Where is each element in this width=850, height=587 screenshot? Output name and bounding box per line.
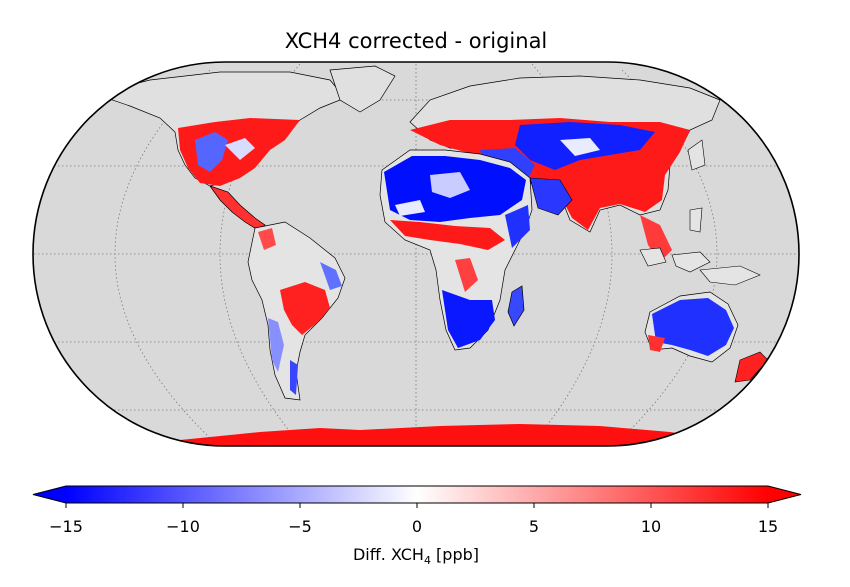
australia — [644, 291, 769, 383]
north-america — [93, 71, 346, 231]
colorbar-label: Diff. XCH4 [ppb] — [353, 545, 479, 567]
eurasia — [409, 75, 721, 262]
colorbar-extend-low — [33, 486, 66, 503]
colorbar-tick-label: −10 — [166, 517, 200, 536]
africa — [379, 149, 533, 351]
greenland — [329, 65, 396, 113]
colorbar-tick-label: 15 — [758, 517, 778, 536]
colorbar-tick-label: −5 — [288, 517, 312, 536]
globe-outline — [32, 61, 800, 447]
colorbar-tick-label: 0 — [412, 517, 422, 536]
south-america — [247, 221, 346, 401]
southeast-asia — [639, 139, 761, 286]
colorbar-gradient — [66, 486, 768, 503]
colorbar-ticks: −15 −10 −5 0 5 10 15 — [49, 503, 778, 536]
colorbar: −15 −10 −5 0 5 10 15 Diff. XCH4 [ppb] — [32, 485, 802, 567]
antarctica — [150, 424, 760, 446]
madagascar — [507, 285, 525, 327]
colorbar-label-main: Diff. XCH — [353, 545, 424, 564]
colorbar-label-unit: [ppb] — [431, 545, 479, 564]
colorbar-tick-label: −15 — [49, 517, 83, 536]
colorbar-tick-label: 10 — [641, 517, 661, 536]
colorbar-extend-high — [768, 486, 801, 503]
middle-east — [529, 177, 573, 216]
colorbar-label-sub: 4 — [424, 554, 431, 567]
colorbar-tick-label: 5 — [529, 517, 539, 536]
map-title: XCH4 corrected - original — [285, 29, 548, 53]
